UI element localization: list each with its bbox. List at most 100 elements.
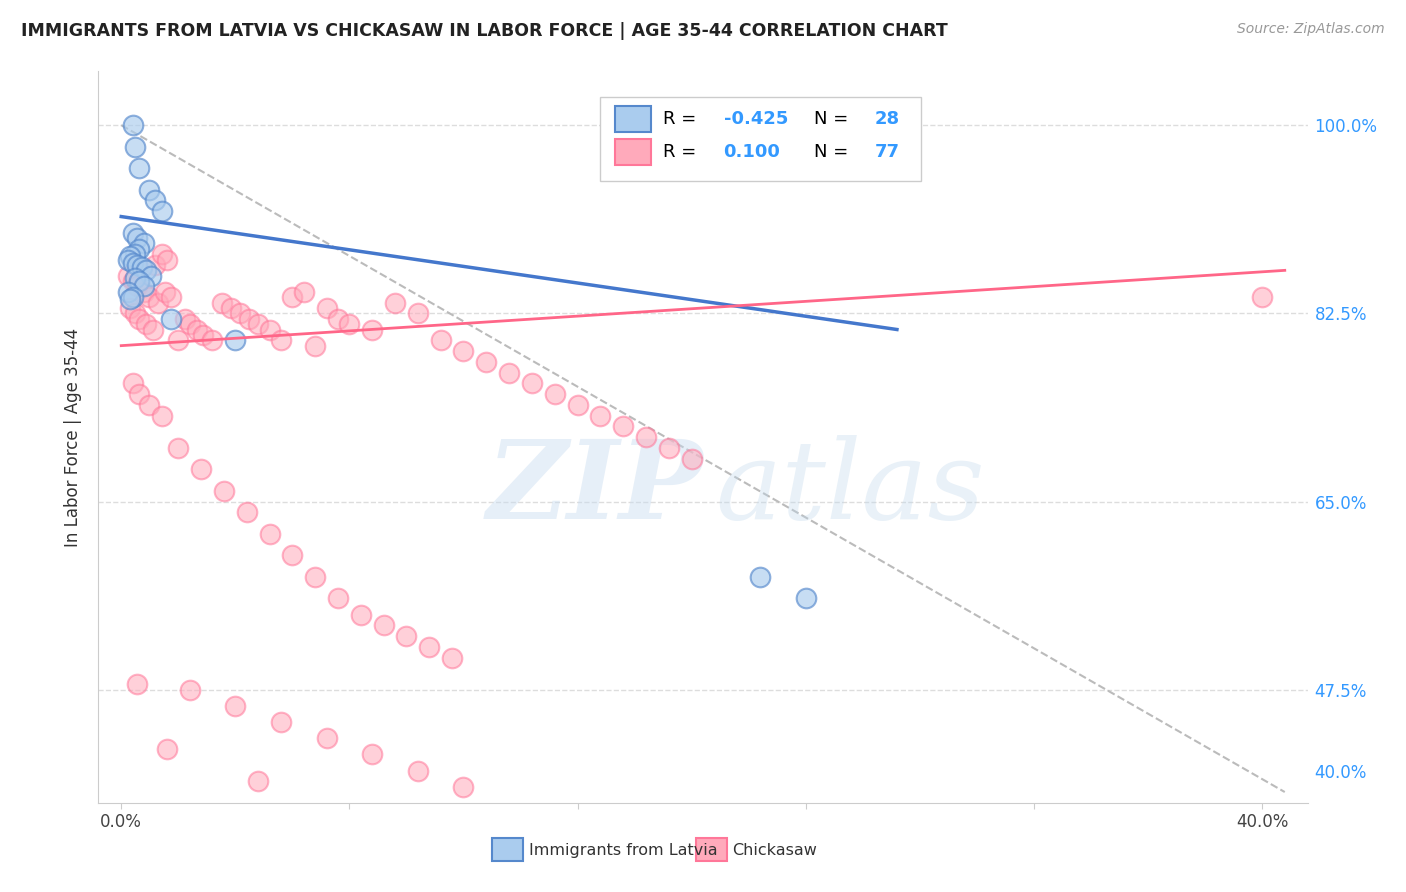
Point xyxy=(186,322,208,336)
Point xyxy=(219,301,242,315)
Point xyxy=(127,231,149,245)
Point xyxy=(212,483,235,498)
Point xyxy=(658,441,681,455)
Point xyxy=(281,290,304,304)
Point xyxy=(749,570,772,584)
Point xyxy=(132,279,155,293)
Point xyxy=(498,366,520,380)
Point xyxy=(117,285,139,299)
Point xyxy=(361,322,384,336)
Point xyxy=(259,322,281,336)
Text: 0.100: 0.100 xyxy=(724,143,780,161)
Point xyxy=(247,774,270,789)
Point xyxy=(160,311,183,326)
Point xyxy=(121,256,143,270)
Point xyxy=(120,249,142,263)
Point xyxy=(160,290,183,304)
Point xyxy=(167,333,190,347)
Text: N =: N = xyxy=(814,110,855,128)
Point xyxy=(146,295,169,310)
Point xyxy=(127,279,149,293)
Point xyxy=(156,252,179,267)
Point xyxy=(235,505,257,519)
Text: 28: 28 xyxy=(875,110,900,128)
Text: 77: 77 xyxy=(875,143,900,161)
Point xyxy=(117,252,139,267)
Point xyxy=(247,317,270,331)
Point xyxy=(138,398,160,412)
Point xyxy=(406,306,429,320)
Point xyxy=(121,274,143,288)
Point xyxy=(406,764,429,778)
FancyBboxPatch shape xyxy=(600,97,921,181)
Point xyxy=(589,409,612,423)
Text: -0.425: -0.425 xyxy=(724,110,787,128)
Point xyxy=(681,451,703,466)
Point xyxy=(153,285,176,299)
Point xyxy=(229,306,252,320)
Point xyxy=(292,285,315,299)
Point xyxy=(128,387,150,401)
Point xyxy=(121,118,143,132)
Point xyxy=(1251,290,1274,304)
Point xyxy=(350,607,373,622)
Point xyxy=(117,268,139,283)
Point xyxy=(128,161,150,176)
Point xyxy=(127,677,149,691)
Point xyxy=(315,301,337,315)
Point xyxy=(475,355,498,369)
Point xyxy=(120,293,142,307)
Point xyxy=(132,236,155,251)
Point xyxy=(337,317,360,331)
Point xyxy=(567,398,589,412)
Point xyxy=(132,285,155,299)
Point xyxy=(270,333,292,347)
Point xyxy=(453,344,475,359)
Point xyxy=(124,247,146,261)
Point xyxy=(138,183,160,197)
Point xyxy=(238,311,260,326)
Point xyxy=(167,441,190,455)
Point xyxy=(131,260,153,274)
Point xyxy=(304,338,326,352)
Point xyxy=(224,333,246,347)
Point xyxy=(270,715,292,730)
Text: atlas: atlas xyxy=(716,434,984,542)
Point xyxy=(315,731,337,746)
Text: IMMIGRANTS FROM LATVIA VS CHICKASAW IN LABOR FORCE | AGE 35-44 CORRELATION CHART: IMMIGRANTS FROM LATVIA VS CHICKASAW IN L… xyxy=(21,22,948,40)
Point xyxy=(121,226,143,240)
Point xyxy=(128,311,150,326)
Text: R =: R = xyxy=(664,143,707,161)
Text: R =: R = xyxy=(664,110,702,128)
Point xyxy=(441,650,464,665)
Point xyxy=(127,258,149,272)
Point xyxy=(121,290,143,304)
Point xyxy=(224,698,246,713)
Point xyxy=(124,139,146,153)
Point xyxy=(418,640,440,654)
Point xyxy=(179,682,201,697)
Point xyxy=(150,409,173,423)
Point xyxy=(142,322,165,336)
Point xyxy=(150,247,173,261)
Text: Immigrants from Latvia: Immigrants from Latvia xyxy=(529,843,717,857)
Point xyxy=(384,295,406,310)
Point xyxy=(395,629,418,643)
Point xyxy=(135,263,157,277)
Point xyxy=(174,311,197,326)
Point xyxy=(145,258,167,272)
Point xyxy=(211,295,233,310)
Point xyxy=(190,462,212,476)
Point xyxy=(634,430,657,444)
Point xyxy=(326,311,349,326)
Point xyxy=(326,591,349,606)
Point xyxy=(361,747,384,762)
Point xyxy=(128,242,150,256)
Y-axis label: In Labor Force | Age 35-44: In Labor Force | Age 35-44 xyxy=(65,327,83,547)
Point xyxy=(135,317,157,331)
Point xyxy=(259,527,281,541)
Point xyxy=(138,290,160,304)
Point xyxy=(429,333,451,347)
Point xyxy=(304,570,326,584)
Point xyxy=(794,591,817,606)
